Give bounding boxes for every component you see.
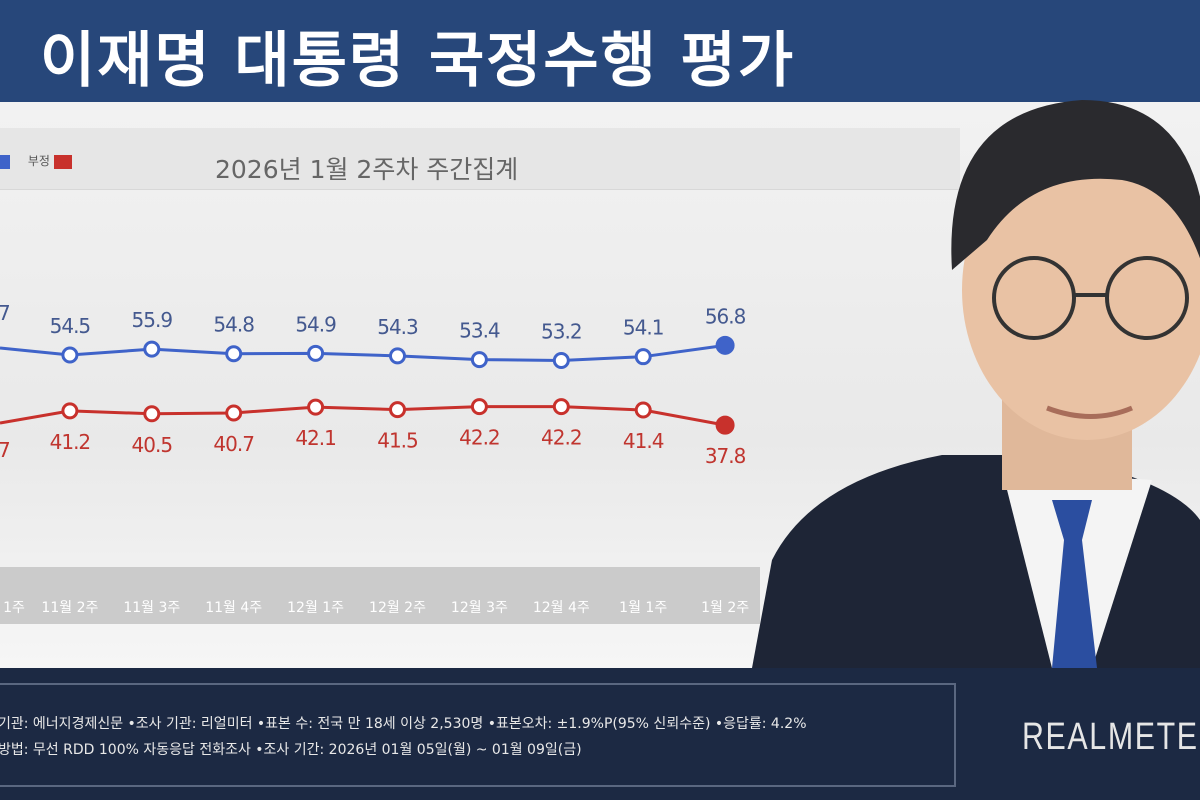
- series-line-0: [0, 343, 726, 362]
- data-label: 55.9: [132, 308, 173, 332]
- x-tick-label: 11월 4주: [205, 600, 262, 616]
- data-label: 53.4: [459, 319, 500, 343]
- data-label: 37.8: [705, 444, 746, 468]
- data-point: [61, 402, 79, 420]
- x-tick-label: 1월 1주: [619, 600, 667, 616]
- x-tick-label: 12월 1주: [287, 600, 344, 616]
- realmeter-logo: REALMETER: [1022, 716, 1200, 758]
- data-point: [715, 335, 735, 355]
- chart-header-strip: [0, 128, 960, 190]
- data-label: 40.5: [132, 433, 173, 457]
- x-tick-label: 1월 2주: [701, 600, 749, 616]
- data-label: 54.1: [623, 316, 664, 340]
- data-label: 41.4: [623, 429, 664, 453]
- data-label: 40.7: [213, 432, 254, 456]
- chart-subtitle: 2026년 1월 2주차 주간집계: [215, 155, 519, 184]
- legend-label-disapprove: 부정: [27, 154, 50, 168]
- x-tick-label: 11월 3주: [123, 600, 180, 616]
- data-label: 42.1: [295, 426, 336, 450]
- survey-info-line-1: 기관: 에너지경제신문 •조사 기관: 리얼미터 •표본 수: 전국 만 18세…: [0, 716, 807, 732]
- survey-info-box: 기관: 에너지경제신문 •조사 기관: 리얼미터 •표본 수: 전국 만 18세…: [0, 683, 956, 787]
- data-label: 7: [0, 438, 10, 462]
- x-axis-band: [0, 567, 760, 624]
- data-label: 41.2: [50, 430, 91, 454]
- page-title: 이재명 대통령 국정수행 평가: [40, 26, 796, 96]
- legend: 부정: [0, 152, 72, 169]
- data-point: [552, 398, 570, 416]
- legend-swatch-approve: [0, 154, 10, 169]
- data-point: [307, 398, 325, 416]
- x-tick-label: 12월 3주: [451, 600, 508, 616]
- data-label: 54.3: [377, 315, 418, 339]
- data-label: 42.2: [541, 426, 582, 450]
- legend-swatch-disapprove: [53, 154, 72, 169]
- data-point: [225, 404, 243, 422]
- data-point: [389, 347, 406, 365]
- x-tick-label: 12월 4주: [533, 600, 590, 616]
- data-point: [634, 348, 652, 366]
- data-point: [143, 405, 161, 423]
- data-label: 54.9: [295, 312, 336, 336]
- data-label: 41.5: [377, 429, 418, 453]
- survey-info-line-2: 방법: 무선 RDD 100% 자동응답 전화조사 •조사 기간: 2026년 …: [0, 742, 582, 758]
- data-point: [552, 351, 570, 369]
- data-point: [715, 415, 735, 435]
- x-tick-label: 11월 2주: [41, 600, 98, 616]
- data-label: 53.2: [541, 319, 582, 343]
- title-bar: 이재명 대통령 국정수행 평가: [0, 0, 1200, 102]
- data-point: [225, 345, 243, 363]
- line-chart: 7 54.5 55.9 54.8 54.9 54.3 53.4 53.2 54.1 56.8 7 41…: [0, 301, 749, 616]
- data-point: [634, 401, 652, 419]
- data-point: [143, 340, 161, 358]
- data-label: 42.2: [459, 426, 500, 450]
- x-tick-label: 12월 2주: [369, 600, 426, 616]
- data-label: 54.8: [213, 313, 254, 337]
- data-point: [389, 401, 406, 419]
- data-point: [307, 344, 325, 362]
- x-tick-label: 1주: [3, 600, 25, 616]
- data-label: 7: [0, 301, 10, 325]
- data-point: [61, 346, 79, 364]
- series-line-1: [0, 405, 726, 427]
- data-point: [470, 398, 488, 416]
- president-photo: [752, 100, 1200, 668]
- data-label: 56.8: [705, 304, 746, 328]
- data-point: [470, 351, 488, 369]
- data-label: 54.5: [50, 314, 91, 338]
